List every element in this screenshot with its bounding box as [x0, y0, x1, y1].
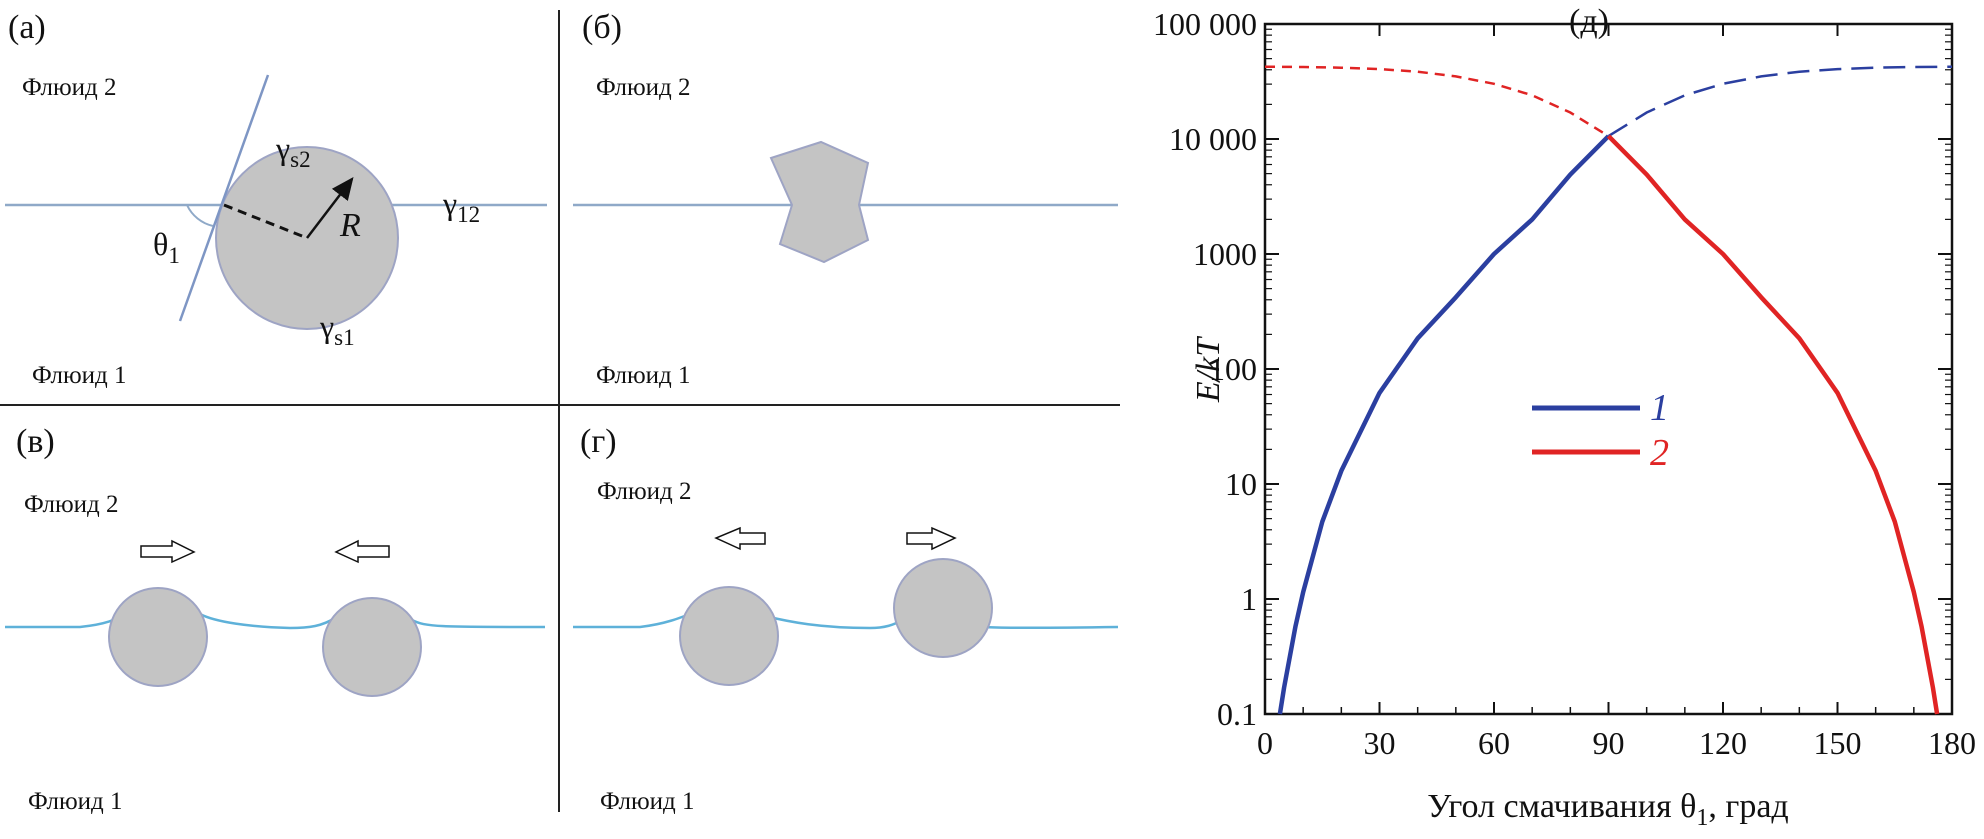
x-tick-label: 180: [1928, 725, 1976, 761]
legend-label-1: 1: [1650, 387, 1669, 429]
panel-v-interface: [5, 610, 546, 630]
axis-ticks: 0 30 60 90 120 150 180 0.1 1 10 100 1000 10 000 100 0…: [1153, 6, 1976, 761]
particle-left: [108, 587, 208, 687]
data-curves: [1264, 65, 1953, 715]
series-2-dashed: [1264, 65, 1610, 138]
panel-g-fluid-bottom: Флюид 1: [600, 788, 695, 815]
x-tick-label: 30: [1364, 725, 1396, 761]
panel-d-chart: (д) 0 30 60 90 120 150 180 0.1 1 10 100 1000 10 000 1…: [1153, 3, 1976, 831]
label-radius: R: [339, 207, 361, 244]
x-tick-label: 120: [1699, 725, 1747, 761]
label-gamma-s1: γs1: [319, 308, 355, 350]
panel-v-fluid-bottom: Флюид 1: [28, 788, 123, 815]
series-1-dashed: [1607, 65, 1953, 138]
panel-a-letter: (а): [8, 9, 46, 46]
panel-v-fluid-top: Флюид 2: [24, 491, 119, 518]
tangent-line: [178, 74, 270, 322]
panel-b-fluid-top: Флюид 2: [596, 74, 691, 101]
y-tick-label: 0.1: [1217, 696, 1257, 732]
panel-a-fluid-bottom: Флюид 1: [32, 362, 127, 389]
panel-g: (г) Флюид 2 Флюид 1: [573, 423, 1119, 815]
x-axis-label: Угол смачивания θ1, град: [1427, 788, 1788, 831]
y-tick-label: 1: [1241, 581, 1257, 617]
label-theta-1: θ1: [153, 226, 180, 268]
particle-right: [893, 558, 993, 658]
panel-a-fluid-top: Флюид 2: [22, 74, 117, 101]
y-axis-label: E/kT: [1190, 336, 1227, 403]
panel-b: (б) Флюид 2 Флюид 1: [573, 9, 1118, 389]
panel-v: (в) Флюид 2 Флюид 1: [5, 423, 546, 815]
particle-left: [679, 586, 779, 686]
label-gamma-12: γ12: [442, 185, 480, 227]
x-tick-label: 150: [1814, 725, 1862, 761]
x-tick-label: 0: [1257, 725, 1273, 761]
legend-label-2: 2: [1650, 432, 1669, 474]
chart-panel-letter: (д): [1569, 3, 1609, 40]
panel-g-letter: (г): [580, 423, 617, 460]
y-tick-label: 100 000: [1153, 6, 1257, 42]
panel-g-interface: [573, 610, 1119, 630]
x-tick-label: 60: [1478, 725, 1510, 761]
arrow-left-icon: [714, 526, 766, 551]
y-tick-label: 100: [1209, 351, 1257, 387]
radius-arrow: [306, 177, 354, 239]
panel-a: (а) Флюид 2 Флюид 1 γs2 γ12 γs1 θ1 R: [5, 9, 547, 389]
arrow-left-icon: [334, 539, 390, 564]
label-gamma-s2: γs2: [275, 130, 311, 172]
irregular-particle: [769, 140, 870, 264]
series-1-solid: [1277, 134, 1611, 715]
x-tick-label: 90: [1593, 725, 1625, 761]
particle-right: [322, 597, 422, 697]
panel-b-fluid-bottom: Флюид 1: [596, 362, 691, 389]
panel-v-letter: (в): [16, 423, 55, 460]
arrow-right-icon: [140, 539, 196, 564]
arrow-right-icon: [906, 526, 957, 551]
y-tick-label: 10: [1225, 466, 1257, 502]
y-tick-label: 1000: [1193, 236, 1257, 272]
legend: 1 2: [1532, 387, 1669, 474]
plot-frame: [1263, 22, 1954, 716]
contact-angle-arc: [186, 204, 214, 227]
panel-g-fluid-top: Флюид 2: [597, 478, 692, 505]
panel-b-letter: (б): [582, 9, 622, 46]
series-2-solid: [1606, 134, 1940, 715]
y-tick-label: 10 000: [1169, 121, 1257, 157]
